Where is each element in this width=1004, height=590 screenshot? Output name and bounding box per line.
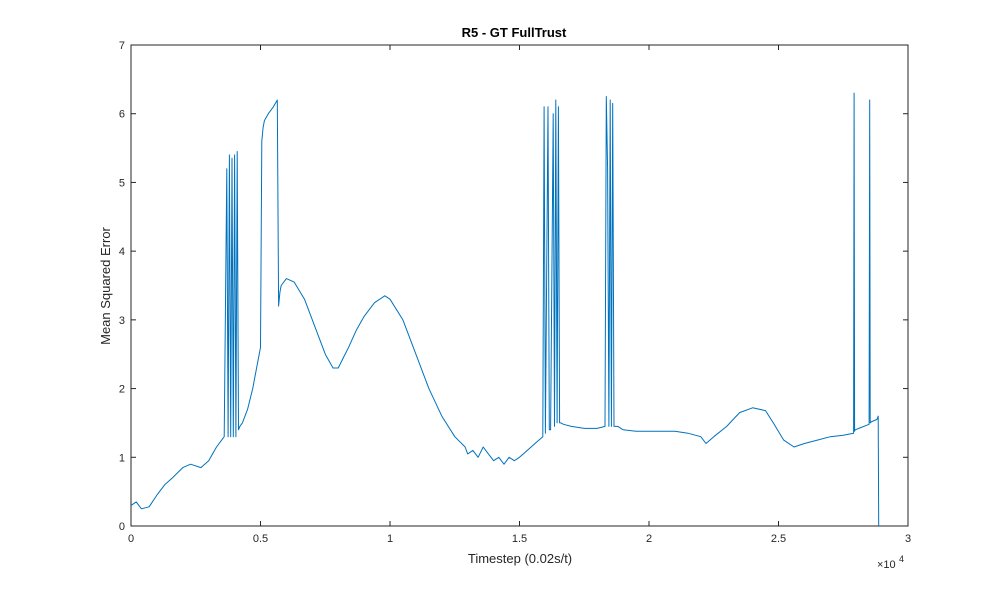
y-tick-label: 5 [119, 177, 125, 189]
y-axis-ticks: 0 1 2 3 4 5 6 7 [119, 40, 908, 533]
x-tick-label: 2.5 [771, 533, 786, 545]
y-tick-label: 1 [119, 452, 125, 464]
x-axis-ticks: 0 0.5 1 1.5 2 2.5 3 [128, 45, 911, 545]
x-tick-label: 1.5 [512, 533, 527, 545]
x-axis-exponent: ×10 4 [877, 554, 904, 571]
x-exponent-base: ×10 [877, 559, 896, 571]
y-tick-label: 0 [119, 521, 125, 533]
y-tick-label: 4 [119, 246, 125, 258]
y-tick-label: 7 [119, 40, 125, 52]
y-tick-label: 2 [119, 384, 125, 396]
y-axis-label: Mean Squared Error [98, 226, 113, 344]
x-tick-label: 0 [128, 533, 134, 545]
x-tick-label: 0.5 [253, 533, 268, 545]
data-series-line [130, 92, 880, 527]
chart-title: R5 - GT FullTrust [462, 25, 567, 40]
x-tick-label: 2 [646, 533, 652, 545]
plot-area [130, 44, 909, 527]
x-exponent-power: 4 [899, 554, 904, 564]
axes-box [130, 44, 909, 527]
y-tick-label: 3 [119, 315, 125, 327]
y-tick-label: 6 [119, 109, 125, 121]
x-tick-label: 3 [905, 533, 911, 545]
x-axis-label: Timestep (0.02s/t) [468, 551, 572, 566]
x-tick-label: 1 [387, 533, 393, 545]
